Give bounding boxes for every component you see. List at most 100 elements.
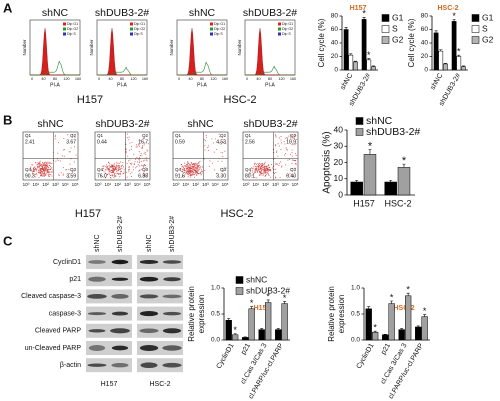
scatter-dot <box>39 171 41 173</box>
scatter-dot <box>112 170 114 172</box>
scatter-dot <box>254 177 256 179</box>
cell-line-label: HSC-2 <box>223 94 256 106</box>
flow-x-tick: 160 <box>290 77 296 81</box>
error-bar <box>416 325 420 327</box>
flow-x-tick: 40 <box>41 77 45 81</box>
scatter-dot <box>143 165 145 167</box>
scatter-dot <box>187 170 189 172</box>
quadrant-name: Q1 <box>175 133 182 138</box>
flow-legend-label: Dip G2 <box>282 27 293 31</box>
scatter-dot <box>109 170 111 172</box>
blot-band <box>87 312 107 316</box>
scatter-dot <box>258 174 260 176</box>
bar <box>361 19 367 71</box>
scatter-dot <box>278 137 280 139</box>
scatter-dot <box>268 170 270 172</box>
y-tick-label: 0.5 <box>211 311 220 318</box>
error-bar <box>434 30 438 33</box>
scatter-dot <box>134 161 136 163</box>
scatter-dot <box>147 150 149 152</box>
scatter-dot <box>113 165 115 167</box>
scatter-dot <box>215 138 217 140</box>
scatter-dot <box>143 174 145 176</box>
scatter-dot <box>223 170 225 172</box>
scatter-x-tick: 10⁰ <box>23 182 30 187</box>
scatter-dot <box>191 174 193 176</box>
scatter-dot <box>196 166 198 168</box>
flow-legend-swatch <box>63 27 66 31</box>
scatter-dot <box>36 174 38 176</box>
scatter-dot <box>194 169 196 171</box>
error-bar <box>260 328 264 330</box>
flow-x-label: PI-A <box>265 82 275 88</box>
scatter-dot <box>262 164 264 166</box>
scatter-dot <box>108 168 110 170</box>
scatter-dot <box>43 164 45 165</box>
scatter-dot <box>266 172 268 173</box>
scatter-x-tick: 10⁰ <box>95 182 102 187</box>
scatter-dot <box>117 167 119 169</box>
scatter-dot <box>261 169 263 171</box>
error-bar <box>355 180 359 182</box>
bar <box>421 316 428 341</box>
scatter-dot <box>33 166 35 168</box>
scatter-x-tick: 10⁴ <box>62 182 69 187</box>
scatter-dot <box>72 171 74 173</box>
scatter-dot <box>60 172 62 174</box>
y-tick-label: 60 <box>331 26 339 33</box>
scatter-x-tick: 10⁰ <box>173 182 180 187</box>
scatter-dot <box>196 175 198 176</box>
scatter-dot <box>268 174 270 176</box>
y-tick-label: 80 <box>331 13 339 20</box>
scatter-dot <box>197 170 199 172</box>
scatter-dot <box>276 150 278 152</box>
scatter-dot <box>294 144 296 146</box>
scatter-dot <box>285 164 287 166</box>
scatter-dot <box>190 161 192 163</box>
flow-legend-swatch <box>210 22 213 26</box>
x-tick-label: HSC-2 <box>384 198 411 208</box>
blot-row-label: β-actin <box>60 362 81 369</box>
scatter-dot <box>287 159 289 161</box>
legend-swatch <box>381 36 390 44</box>
blot-band <box>110 328 130 334</box>
flow-frame <box>96 19 148 76</box>
y-tick-label: 0 <box>424 67 428 74</box>
legend-swatch <box>471 14 480 22</box>
scatter-x-tick: 10⁰ <box>243 182 250 187</box>
scatter-dot <box>113 171 115 173</box>
scatter-dot <box>129 142 131 144</box>
scatter-x-tick: 10⁵ <box>292 182 299 187</box>
blot-row-label: Cleaved PARP <box>35 328 82 335</box>
flow-x-tick: 160 <box>75 77 81 81</box>
quadrant-value: 80.1 <box>245 173 255 179</box>
scatter-dot <box>108 165 110 167</box>
cell-line-label: H157 <box>75 208 101 220</box>
scatter-dot <box>285 137 287 139</box>
scatter-dot <box>219 136 221 138</box>
scatter-dot <box>131 176 133 177</box>
scatter-dot <box>260 171 262 173</box>
bar <box>415 326 422 341</box>
scatter-dot <box>145 169 147 171</box>
scatter-dot <box>225 167 227 169</box>
scatter-dot <box>264 163 265 165</box>
scatter-dot <box>255 169 257 171</box>
scatter-dot <box>136 146 138 148</box>
scatter-dot <box>107 169 109 171</box>
scatter-dot <box>109 177 111 178</box>
scatter-dot <box>30 169 32 171</box>
scatter-dot <box>292 143 294 145</box>
scatter-dot <box>224 150 226 152</box>
scatter-dot <box>289 137 291 139</box>
flow-legend-label: Dip S <box>282 32 291 36</box>
scatter-dot <box>46 162 48 164</box>
scatter-dot <box>291 149 293 151</box>
scatter-dot <box>183 170 185 171</box>
scatter-dot <box>128 139 130 141</box>
bar <box>275 329 282 341</box>
scatter-dot <box>40 173 41 175</box>
scatter-dot <box>105 177 106 179</box>
blot-band <box>162 294 182 299</box>
